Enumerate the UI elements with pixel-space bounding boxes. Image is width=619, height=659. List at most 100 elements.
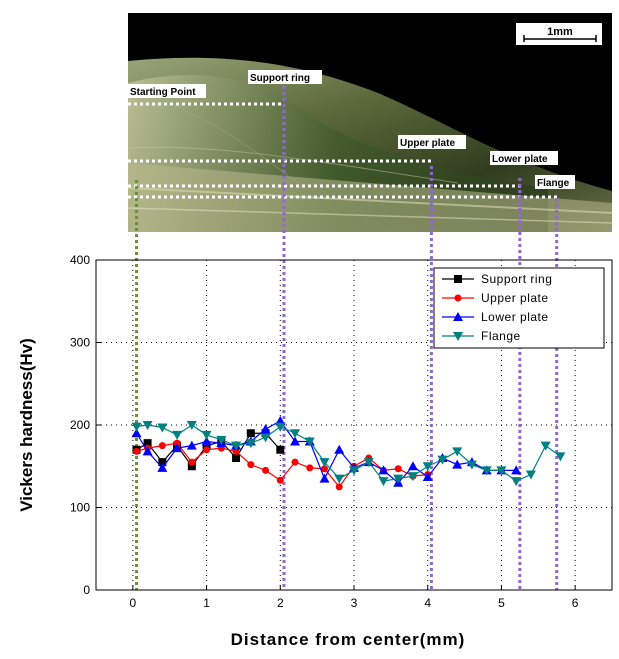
tick-label-y: 0: [83, 583, 90, 597]
data-point: [407, 461, 418, 471]
scale-bar-label: 1mm: [547, 26, 573, 38]
legend-label: Upper plate: [481, 291, 549, 305]
data-point: [188, 458, 196, 466]
data-point: [172, 443, 183, 453]
data-point: [232, 454, 241, 462]
data-point: [349, 466, 359, 476]
data-point: [319, 458, 330, 468]
legend-marker: [454, 275, 462, 283]
data-point: [422, 471, 433, 481]
label-upper-plate: Upper plate: [400, 138, 455, 149]
data-point: [157, 423, 168, 433]
data-point: [157, 462, 168, 472]
data-point: [133, 447, 141, 455]
data-point: [437, 455, 448, 465]
legend-marker: [453, 312, 463, 321]
data-point: [334, 444, 345, 454]
data-point: [335, 483, 343, 491]
data-point: [202, 441, 211, 450]
tick-label-x: 1: [203, 596, 210, 610]
data-point: [261, 429, 270, 438]
data-point: [452, 447, 463, 457]
data-point: [187, 462, 196, 471]
data-point: [525, 470, 536, 480]
data-point: [511, 465, 522, 475]
tick-label-y: 300: [70, 336, 90, 350]
tick-label-x: 5: [498, 596, 505, 610]
ticks: 0 100 200 300 400 0 1 2 3 4 5 6: [70, 253, 579, 610]
data-point: [481, 466, 492, 476]
data-point: [306, 464, 314, 472]
label-starting-point: Starting Point: [130, 87, 196, 98]
data-point: [172, 430, 183, 440]
data-point: [260, 424, 271, 434]
data-point: [422, 462, 433, 472]
data-point: [321, 465, 329, 473]
tick-label-x: 3: [351, 596, 358, 610]
data-point: [201, 430, 212, 440]
label-flange: Flange: [537, 178, 570, 189]
data-point: [201, 436, 212, 446]
data-point: [260, 433, 271, 443]
data-point: [143, 439, 152, 448]
data-point: [291, 458, 299, 466]
tick-label-x: 2: [277, 596, 284, 610]
data-point: [304, 437, 315, 447]
legend-marker: [454, 294, 462, 302]
data-point: [203, 446, 211, 454]
tick-label-y: 400: [70, 253, 90, 267]
data-point: [363, 458, 374, 468]
data-point: [142, 446, 153, 456]
legend: Support ring Upper plate Lower plate Flange: [433, 267, 605, 349]
tick-label-y: 200: [70, 418, 90, 432]
data-point: [319, 473, 330, 483]
data-point: [466, 460, 477, 470]
data-point: [231, 441, 242, 451]
data-point: [452, 459, 463, 469]
data-point: [334, 474, 345, 484]
series-flange: [131, 421, 566, 487]
data-point: [186, 421, 197, 430]
data-point: [496, 466, 507, 476]
data-point: [378, 465, 389, 475]
data-point: [131, 428, 142, 438]
data-point: [245, 439, 256, 449]
data-point: [290, 429, 301, 439]
legend-label: Support ring: [481, 272, 552, 286]
legend-marker: [453, 332, 463, 341]
data-point: [290, 436, 301, 446]
tick-label-x: 4: [424, 596, 431, 610]
legend-label: Lower plate: [481, 310, 549, 324]
data-point: [378, 477, 389, 487]
data-point: [511, 477, 522, 487]
data-point: [158, 458, 167, 467]
data-point: [540, 441, 551, 451]
tick-label-x: 0: [130, 596, 137, 610]
data-point: [131, 422, 142, 432]
data-point: [276, 445, 285, 454]
data-point: [246, 429, 255, 438]
data-point: [232, 447, 240, 455]
series-line: [136, 424, 561, 482]
data-point: [275, 415, 286, 425]
y-axis-label: Vickers hardness(Hv): [17, 338, 36, 512]
data-point: [262, 466, 270, 474]
legend-label: Flange: [481, 329, 521, 343]
data-point: [247, 461, 255, 469]
data-point: [407, 472, 418, 482]
data-point: [158, 442, 166, 450]
micrograph-image: 1mm Starting Point Support ring Upper pl…: [128, 13, 612, 232]
label-support-ring: Support ring: [250, 73, 310, 84]
label-lower-plate: Lower plate: [492, 154, 548, 165]
location-lines: [135, 86, 559, 590]
series: [131, 415, 566, 491]
data-point: [186, 440, 197, 450]
data-point: [393, 474, 404, 484]
data-point: [216, 435, 227, 445]
data-point: [394, 465, 402, 473]
data-point: [142, 421, 153, 430]
x-axis-label: Distance from center(mm): [231, 630, 466, 649]
data-point: [276, 476, 284, 484]
tick-label-y: 100: [70, 501, 90, 515]
